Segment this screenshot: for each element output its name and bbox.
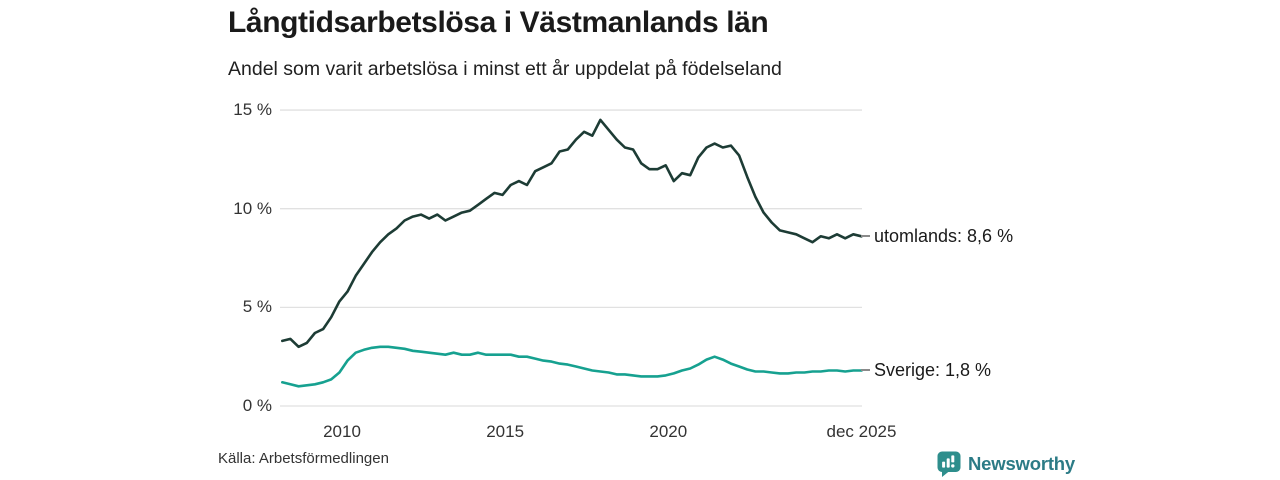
series-label-Sverige: Sverige: 1,8 % (861, 358, 991, 382)
leader-dash-icon (861, 369, 870, 372)
series-label-text: utomlands: 8,6 % (874, 225, 1014, 246)
chart-subtitle: Andel som varit arbetslösa i minst ett å… (228, 58, 782, 80)
y-tick-label: 0 % (242, 396, 272, 415)
series-line-Sverige (280, 345, 863, 388)
x-tick-label: 2010 (323, 422, 361, 441)
brand-name: Newsworthy (968, 453, 1075, 474)
x-tick-label: 2015 (486, 422, 525, 441)
series-line-utomlands (280, 118, 863, 349)
x-tick-label: dec 2025 (826, 422, 897, 441)
newsworthy-logo-icon (937, 451, 961, 477)
y-tick-label: 15 % (233, 100, 272, 120)
y-tick-label: 5 % (242, 297, 272, 317)
y-tick-label: 10 % (233, 198, 272, 218)
chart-title: Långtidsarbetslösa i Västmanlands län (228, 6, 769, 39)
series-label-utomlands: utomlands: 8,6 % (861, 224, 1013, 248)
source-note: Källa: Arbetsförmedlingen (218, 450, 389, 467)
leader-dash-icon (861, 235, 870, 238)
series-label-text: Sverige: 1,8 % (874, 359, 992, 380)
brand-logo: Newsworthy (937, 451, 1075, 477)
x-tick-label: 2020 (649, 422, 688, 441)
